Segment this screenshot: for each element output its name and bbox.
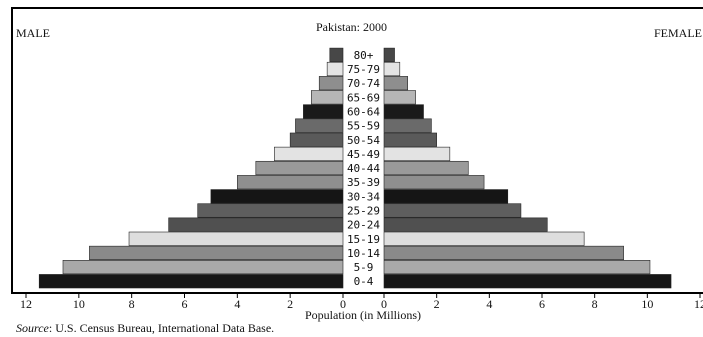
female-bar-10-14: [383, 245, 624, 261]
male-bar-30-34: [210, 189, 344, 204]
age-label: 30-34: [347, 190, 380, 203]
male-x-tick-label: 8: [129, 297, 135, 311]
female-bar-45-49: [383, 146, 451, 161]
male-bar-40-44: [255, 160, 344, 176]
age-label: 50-54: [347, 134, 380, 147]
age-label: 10-14: [347, 247, 380, 260]
female-bar-80+: [383, 47, 395, 62]
male-x-tick-label: 12: [20, 297, 32, 311]
age-label: 25-29: [347, 204, 380, 217]
male-bar-80+: [329, 47, 344, 62]
female-bar-55-59: [383, 118, 432, 133]
age-label: 45-49: [347, 148, 380, 161]
female-x-tick-label: 12: [694, 297, 703, 311]
female-label: FEMALE: [654, 26, 702, 40]
female-bar-0-4: [383, 274, 672, 289]
female-x-tick-label: 0: [381, 297, 387, 311]
male-bar-10-14: [89, 245, 344, 261]
age-label: 5-9: [354, 261, 374, 274]
age-label: 20-24: [347, 219, 380, 232]
male-bar-65-69: [310, 90, 344, 105]
male-bar-5-9: [62, 260, 344, 275]
female-bar-75-79: [383, 61, 401, 77]
male-bar-75-79: [326, 61, 344, 77]
female-bar-25-29: [383, 203, 522, 218]
female-bar-40-44: [383, 160, 469, 176]
female-bar-70-74: [383, 76, 409, 91]
male-bar-35-39: [237, 175, 344, 190]
male-bar-0-4: [38, 274, 344, 289]
age-label: 40-44: [347, 162, 380, 175]
female-x-tick-label: 10: [641, 297, 653, 311]
female-bar-50-54: [383, 132, 437, 147]
age-label: 80+: [354, 49, 374, 62]
male-bar-70-74: [318, 76, 344, 91]
male-bar-55-59: [295, 118, 344, 133]
age-label: 0-4: [354, 275, 374, 288]
x-axis-label: Population (in Millions): [304, 308, 421, 322]
male-bar-45-49: [274, 146, 344, 161]
male-x-tick-label: 6: [182, 297, 188, 311]
male-x-tick-label: 0: [340, 297, 346, 311]
female-bar-65-69: [383, 90, 416, 105]
male-label: MALE: [16, 26, 50, 40]
age-label-column: [343, 46, 384, 289]
female-x-tick-label: 2: [434, 297, 440, 311]
female-x-tick-label: 8: [592, 297, 598, 311]
age-label: 75-79: [347, 63, 380, 76]
chart-frame: [11, 7, 703, 294]
female-bar-20-24: [383, 217, 548, 232]
female-x-tick-label: 4: [486, 297, 492, 311]
age-label: 35-39: [347, 176, 380, 189]
source-text: : U.S. Census Bureau, International Data…: [48, 321, 275, 335]
male-bar-20-24: [168, 217, 344, 232]
female-bar-35-39: [383, 175, 485, 190]
source-prefix: Source: [16, 321, 49, 335]
chart-title: Pakistan: 2000: [316, 20, 387, 34]
male-x-tick-label: 2: [287, 297, 293, 311]
female-bar-30-34: [383, 189, 509, 204]
age-label: 15-19: [347, 233, 380, 246]
age-label: 55-59: [347, 120, 380, 133]
source-note: Source: U.S. Census Bureau, Internationa…: [16, 321, 274, 336]
male-bar-15-19: [128, 231, 344, 246]
male-x-tick-label: 4: [234, 297, 240, 311]
female-bar-15-19: [383, 231, 585, 246]
age-label: 60-64: [347, 105, 380, 118]
male-bar-60-64: [303, 104, 344, 119]
female-x-tick-label: 6: [539, 297, 545, 311]
age-label: 65-69: [347, 91, 380, 104]
female-bar-5-9: [383, 260, 651, 275]
male-bar-50-54: [289, 132, 344, 147]
male-bar-25-29: [197, 203, 344, 218]
male-x-tick-label: 10: [73, 297, 85, 311]
age-label: 70-74: [347, 77, 380, 90]
female-bar-60-64: [383, 104, 424, 119]
